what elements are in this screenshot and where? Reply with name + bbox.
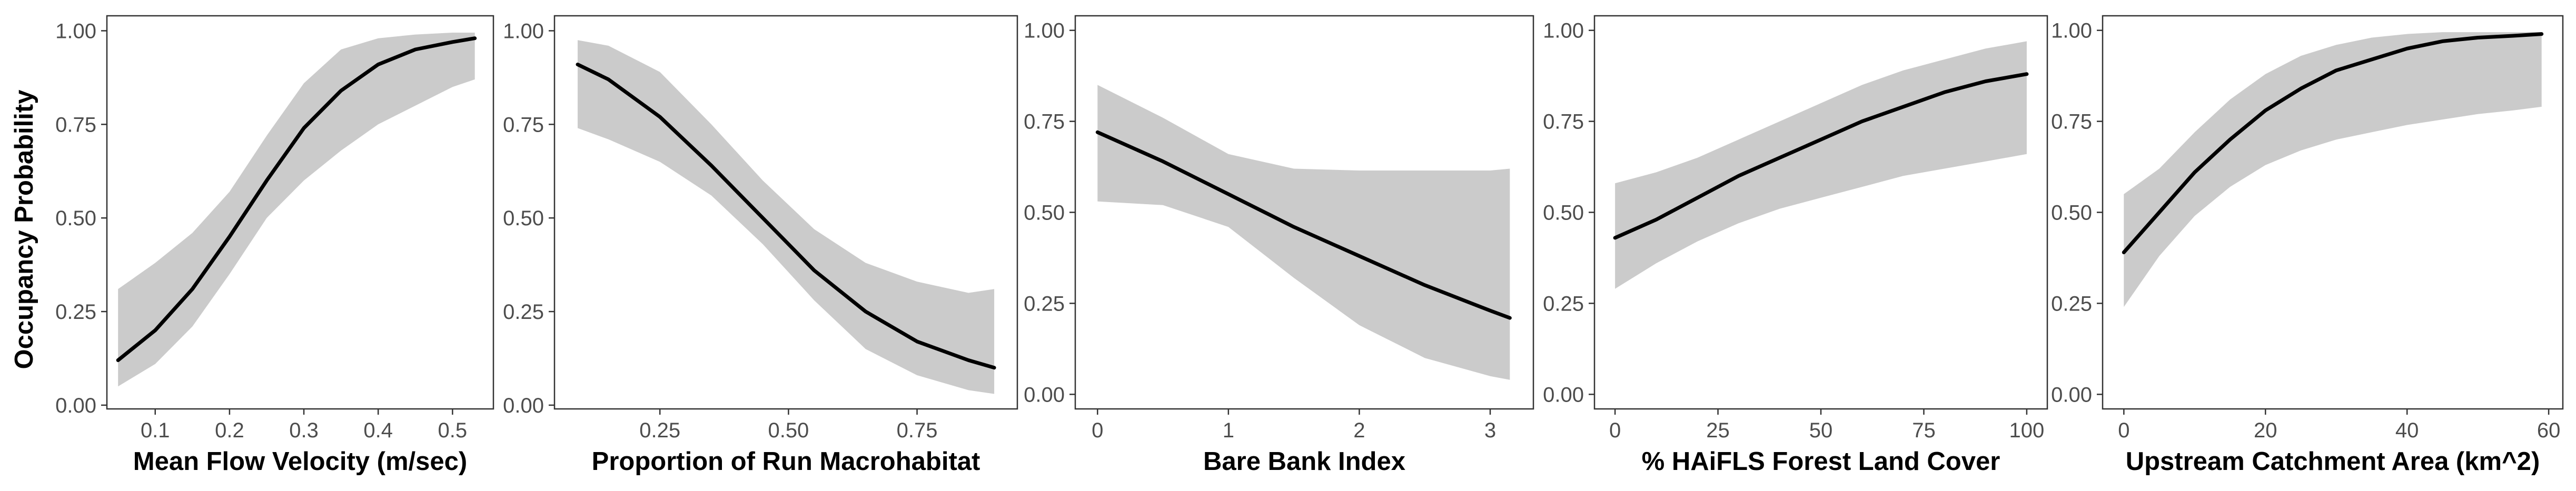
x-tick-label: 0 [1609, 419, 1621, 442]
panels: 0.00 0.25 0.50 0.75 1.00 0.1 0.2 0.3 0.4 0.5 Mean … [55, 15, 2564, 476]
x-tick-label: 75 [1912, 419, 1936, 442]
x-tick-label: 3 [1484, 419, 1496, 442]
fitted-line [1613, 72, 2029, 240]
panel-1: 0.00 0.25 0.50 0.75 1.00 0.1 0.2 0.3 0.4 0.5 Mean … [55, 15, 494, 476]
panel-5: 0.00 0.25 0.50 0.75 1.00 0 20 40 60 Upstream Catc… [2051, 15, 2564, 476]
x-tick-label: 0.50 [768, 419, 809, 442]
x-tick-label: 60 [2537, 419, 2561, 442]
y-tick-label: 0.50 [1024, 202, 1065, 225]
fitted-line [576, 63, 996, 370]
x-tick-label: 2 [1353, 419, 1365, 442]
y-tick-label: 0.00 [55, 394, 96, 417]
fitted-line [116, 36, 477, 362]
x-axis-title: Upstream Catchment Area (km^2) [2126, 447, 2540, 476]
x-tick-label: 0.5 [438, 419, 468, 442]
x-tick-label: 0.1 [141, 419, 170, 442]
panel-3: 0.00 0.25 0.50 0.75 1.00 0 1 2 3 Bare Bank Index [1024, 15, 1534, 476]
x-axis-title: Proportion of Run Macrohabitat [592, 447, 980, 476]
plot-border [106, 15, 494, 410]
y-axis-title: Occupancy Probability [10, 90, 38, 369]
y-tick-label: 0.75 [55, 113, 96, 136]
confidence-band [2124, 32, 2542, 307]
y-tick-label: 0.50 [55, 207, 96, 230]
y-tick-label: 0.25 [55, 300, 96, 324]
fitted-line [2122, 32, 2544, 255]
plot-border [553, 15, 1018, 410]
y-tick-label: 0.50 [2051, 202, 2092, 225]
x-tick-label: 0.2 [215, 419, 244, 442]
y-tick-label: 0.00 [1543, 383, 1584, 406]
fitted-line [1095, 130, 1512, 320]
y-tick-label: 1.00 [2051, 19, 2092, 43]
y-tick-label: 0.25 [2051, 292, 2092, 315]
x-axis-title: Mean Flow Velocity (m/sec) [133, 447, 467, 476]
confidence-band [578, 40, 995, 394]
y-tick-label: 0.75 [1024, 111, 1065, 134]
y-tick-label: 1.00 [55, 19, 96, 43]
y-tick-label: 0.00 [503, 394, 544, 417]
y-tick-label: 1.00 [503, 19, 544, 43]
panel-4: 0.00 0.25 0.50 0.75 1.00 0 25 50 75 100 % HAiFLS F… [1543, 15, 2048, 476]
x-axis-title: Bare Bank Index [1203, 447, 1405, 476]
y-tick-label: 0.00 [2051, 383, 2092, 406]
y-tick-label: 0.00 [1024, 383, 1065, 406]
y-tick-label: 0.50 [503, 207, 544, 230]
x-tick-label: 0 [1092, 419, 1103, 442]
x-axis-title: % HAiFLS Forest Land Cover [1642, 447, 2000, 476]
y-tick-label: 1.00 [1024, 19, 1065, 43]
x-tick-label: 25 [1706, 419, 1730, 442]
x-tick-label: 0 [2118, 419, 2129, 442]
y-tick-label: 0.75 [2051, 111, 2092, 134]
x-tick-label: 100 [2009, 419, 2045, 442]
x-tick-label: 20 [2254, 419, 2277, 442]
y-tick-label: 0.25 [503, 300, 544, 324]
x-tick-label: 40 [2395, 419, 2419, 442]
y-tick-label: 0.75 [503, 113, 544, 136]
x-tick-label: 1 [1223, 419, 1234, 442]
y-tick-label: 0.50 [1543, 202, 1584, 225]
confidence-band [1615, 41, 2027, 289]
x-tick-label: 50 [1809, 419, 1833, 442]
y-tick-label: 1.00 [1543, 19, 1584, 43]
x-tick-label: 0.4 [363, 419, 393, 442]
panel-2: 0.00 0.25 0.50 0.75 1.00 0.25 0.50 0.75 Proporti… [503, 15, 1018, 476]
x-tick-label: 0.3 [289, 419, 319, 442]
y-tick-label: 0.25 [1024, 292, 1065, 315]
x-tick-label: 0.25 [639, 419, 680, 442]
y-tick-label: 0.75 [1543, 111, 1584, 134]
x-tick-label: 0.75 [897, 419, 938, 442]
confidence-band [118, 33, 475, 387]
y-tick-label: 0.25 [1543, 292, 1584, 315]
